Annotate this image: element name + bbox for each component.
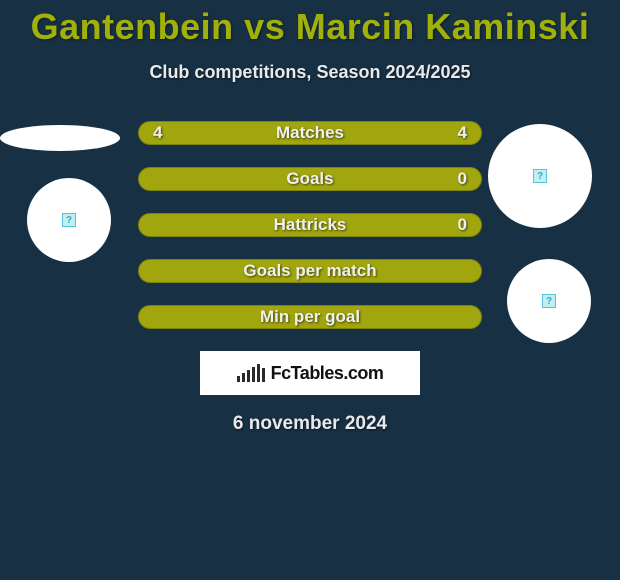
placeholder-icon [542,294,556,308]
stat-row-matches: 4 Matches 4 [138,121,482,145]
footer-date: 6 november 2024 [0,413,620,435]
stat-right-value: 0 [458,215,467,235]
brand-bars-icon [237,364,265,382]
stat-row-goals-per-match: Goals per match [138,259,482,283]
stat-row-hattricks: Hattricks 0 [138,213,482,237]
player-right-avatar-1 [488,124,592,228]
brand-text: FcTables.com [271,363,384,384]
stat-label: Matches [276,123,344,143]
page-title: Gantenbein vs Marcin Kaminski [0,0,620,48]
stat-label: Min per goal [260,307,360,327]
placeholder-icon [62,213,76,227]
page-subtitle: Club competitions, Season 2024/2025 [0,62,620,83]
stat-label: Hattricks [274,215,347,235]
stat-label: Goals [286,169,333,189]
stat-row-goals: Goals 0 [138,167,482,191]
player-right-avatar-2 [507,259,591,343]
player-left-avatar [27,178,111,262]
placeholder-icon [533,169,547,183]
stat-row-min-per-goal: Min per goal [138,305,482,329]
stat-left-value: 4 [153,123,162,143]
player-left-ellipse [0,125,120,151]
stat-right-value: 0 [458,169,467,189]
brand-box: FcTables.com [200,351,420,395]
stat-label: Goals per match [243,261,376,281]
stat-right-value: 4 [458,123,467,143]
